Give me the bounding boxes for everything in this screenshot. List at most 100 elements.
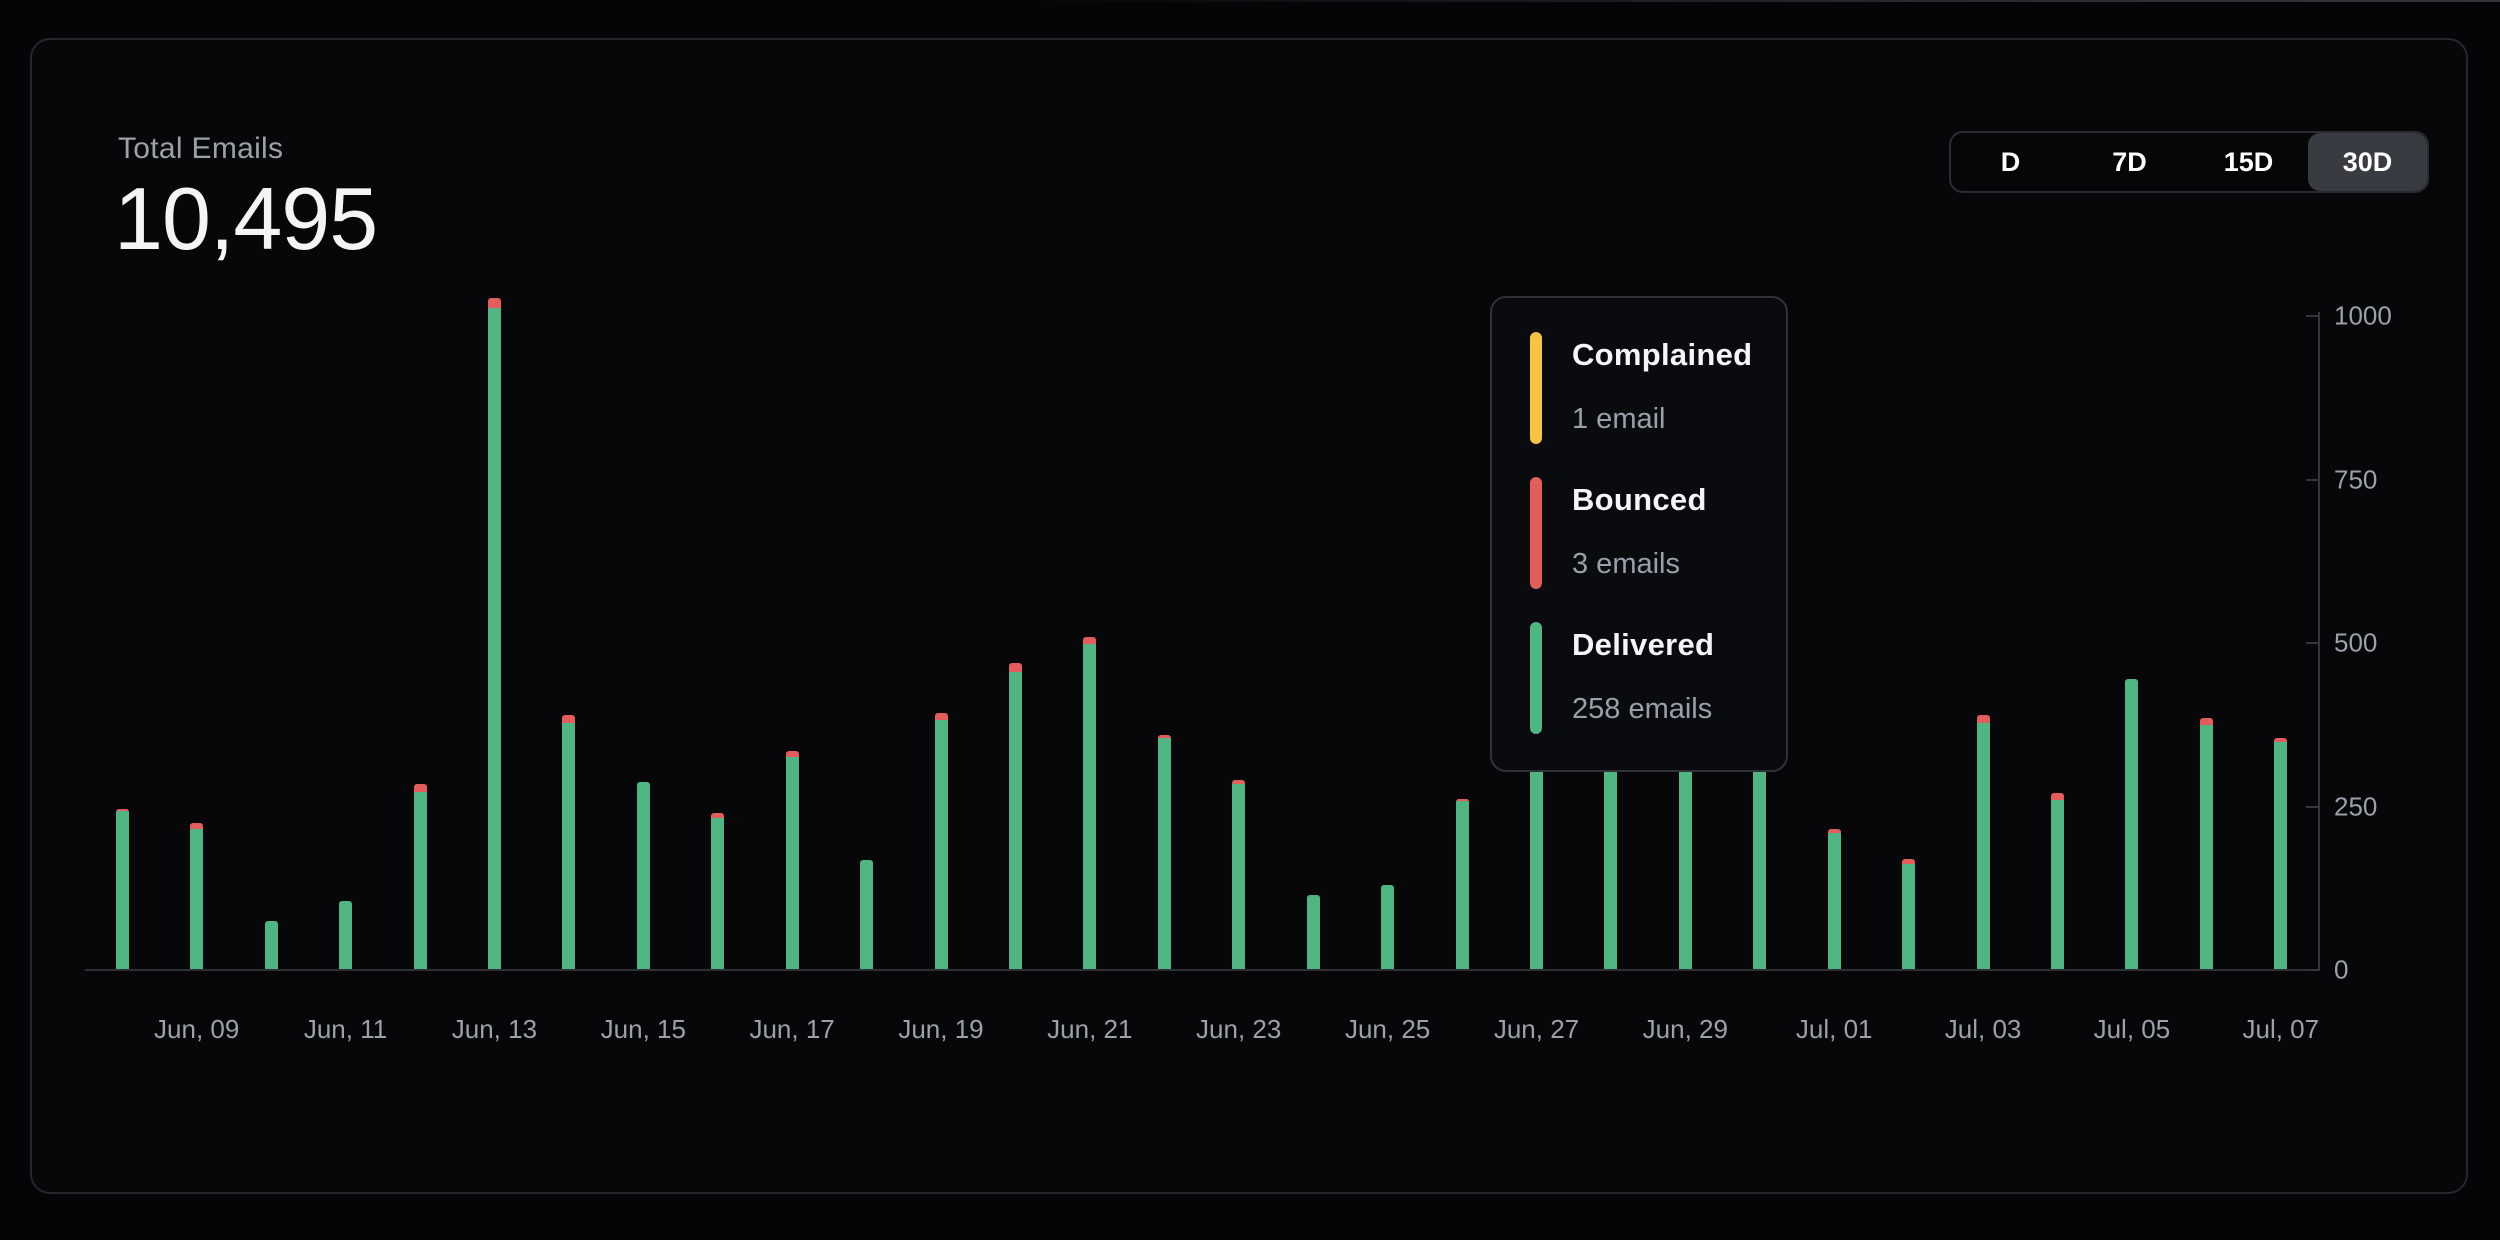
bar-segment-delivered bbox=[1976, 722, 1990, 970]
bar-segment-delivered bbox=[115, 811, 129, 970]
bar-segment-delivered bbox=[2274, 741, 2288, 970]
bar-jun-25[interactable] bbox=[1381, 885, 1395, 970]
bar-jun-20[interactable] bbox=[1008, 662, 1022, 970]
bar-segment-bounced bbox=[1902, 858, 1916, 864]
y-axis-tick-label: 750 bbox=[2334, 464, 2378, 494]
bar-segment-bounced bbox=[1157, 734, 1171, 738]
bar-jun-17[interactable] bbox=[785, 750, 799, 970]
bar-jun-08[interactable] bbox=[115, 808, 129, 971]
bar-segment-delivered bbox=[413, 792, 427, 970]
range-option-d[interactable]: D bbox=[2000, 146, 2021, 177]
bar-segment-bounced bbox=[190, 822, 204, 830]
bar-segment-bounced bbox=[934, 713, 948, 720]
bar-segment-delivered bbox=[1455, 801, 1469, 970]
bar-jun-28[interactable] bbox=[1604, 741, 1618, 970]
bar-segment-bounced bbox=[413, 783, 427, 793]
bar-jun-19[interactable] bbox=[934, 713, 948, 970]
x-axis-tick-label: Jul, 01 bbox=[1795, 1014, 1873, 1044]
total-emails-value: 10,495 bbox=[114, 169, 378, 268]
bar-segment-delivered bbox=[562, 722, 576, 970]
bar-jun-09[interactable] bbox=[190, 822, 204, 970]
bar-segment-delivered bbox=[1604, 746, 1618, 970]
chart-tooltip: Complained 1 email Bounced 3 emails Deli… bbox=[1490, 296, 1788, 772]
y-axis-tick-label: 500 bbox=[2334, 627, 2378, 658]
bar-segment-bounced bbox=[1008, 662, 1022, 673]
bar-segment-complained bbox=[1455, 798, 1469, 800]
range-option-30d[interactable]: 30D bbox=[2308, 133, 2427, 191]
bar-segment-bounced bbox=[1976, 714, 1990, 723]
bar-segment-delivered bbox=[487, 307, 501, 970]
bar-segment-delivered bbox=[1083, 644, 1097, 970]
y-axis-tick bbox=[2306, 315, 2319, 317]
bar-jun-30[interactable] bbox=[1753, 767, 1767, 970]
bar-jul-01[interactable] bbox=[1827, 829, 1841, 970]
bar-jun-26[interactable] bbox=[1455, 798, 1469, 970]
bar-jul-05[interactable] bbox=[2125, 679, 2139, 970]
bar-jun-11[interactable] bbox=[339, 901, 352, 970]
bar-segment-delivered bbox=[860, 860, 874, 970]
bar-jun-22[interactable] bbox=[1157, 734, 1171, 970]
bar-jul-07[interactable] bbox=[2274, 737, 2288, 970]
x-axis-line bbox=[85, 969, 2318, 971]
bar-segment-delivered bbox=[339, 901, 352, 970]
bar-segment-bounced bbox=[115, 808, 129, 812]
range-option-15d[interactable]: 15D bbox=[2223, 146, 2274, 177]
bar-jun-21[interactable] bbox=[1083, 636, 1097, 971]
bar-jun-10[interactable] bbox=[264, 920, 278, 970]
window-top-edge bbox=[0, 0, 2500, 2]
bar-segment-delivered bbox=[2199, 724, 2213, 970]
bar-segment-delivered bbox=[2125, 679, 2139, 970]
bar-segment-bounced bbox=[487, 297, 501, 308]
x-axis-tick-label: Jun, 25 bbox=[1344, 1014, 1431, 1044]
bar-jun-15[interactable] bbox=[636, 782, 650, 970]
bar-segment-bounced bbox=[1827, 829, 1841, 834]
bar-jun-13[interactable] bbox=[487, 297, 501, 970]
tooltip-entry-bounced: Bounced 3 emails bbox=[1530, 477, 1762, 589]
bar-segment-delivered bbox=[1008, 672, 1022, 970]
tooltip-label: Delivered bbox=[1572, 627, 1715, 662]
y-axis-tick-label: 250 bbox=[2334, 791, 2378, 821]
bar-jul-06[interactable] bbox=[2199, 718, 2213, 970]
bar-segment-bounced bbox=[2051, 793, 2064, 800]
x-axis-tick-label: Jun, 27 bbox=[1493, 1014, 1580, 1044]
bar-jun-14[interactable] bbox=[562, 714, 576, 970]
bar-segment-delivered bbox=[1381, 885, 1395, 970]
bar-segment-bounced bbox=[562, 714, 576, 723]
x-axis-tick-label: Jul, 03 bbox=[1944, 1014, 2022, 1044]
bar-segment-delivered bbox=[1902, 864, 1916, 970]
bar-jun-29[interactable] bbox=[1678, 760, 1692, 970]
tooltip-entry-complained: Complained 1 email bbox=[1530, 332, 1762, 444]
bar-segment-delivered bbox=[1157, 737, 1171, 970]
tooltip-entry-delivered: Delivered 258 emails bbox=[1530, 622, 1762, 734]
bar-segment-bounced bbox=[1232, 780, 1246, 784]
y-axis-tick bbox=[2306, 642, 2319, 644]
y-axis-tick-label: 0 bbox=[2334, 954, 2349, 985]
bar-segment-delivered bbox=[1306, 894, 1320, 970]
y-axis-tick-label: 1000 bbox=[2334, 300, 2392, 331]
bar-jul-04[interactable] bbox=[2051, 793, 2064, 970]
bar-segment-delivered bbox=[1530, 759, 1543, 970]
tooltip-value: 3 emails bbox=[1572, 548, 1680, 580]
bar-jun-18[interactable] bbox=[860, 860, 874, 970]
tooltip-label: Complained bbox=[1572, 337, 1753, 372]
bar-jun-24[interactable] bbox=[1306, 894, 1320, 970]
x-axis-tick-label: Jun, 11 bbox=[303, 1014, 388, 1044]
tooltip-value: 1 email bbox=[1572, 403, 1666, 435]
x-axis-tick-label: Jun, 29 bbox=[1642, 1014, 1728, 1044]
bar-segment-delivered bbox=[934, 719, 948, 970]
bar-jul-03[interactable] bbox=[1976, 714, 1990, 970]
bar-segment-bounced bbox=[785, 750, 799, 758]
range-option-7d[interactable]: 7D bbox=[2112, 146, 2147, 177]
delivered-color-pill-icon bbox=[1530, 622, 1542, 734]
bar-segment-delivered bbox=[190, 829, 204, 970]
bar-jul-02[interactable] bbox=[1902, 858, 1916, 970]
bar-jun-27[interactable] bbox=[1530, 754, 1543, 970]
bar-jun-16[interactable] bbox=[711, 813, 725, 970]
bar-jun-12[interactable] bbox=[413, 783, 427, 970]
bar-segment-bounced bbox=[1083, 636, 1097, 645]
x-axis-tick-label: Jun, 21 bbox=[1047, 1014, 1133, 1044]
bar-segment-delivered bbox=[785, 757, 799, 970]
bar-jun-23[interactable] bbox=[1232, 780, 1246, 970]
tooltip-value: 258 emails bbox=[1572, 693, 1713, 725]
